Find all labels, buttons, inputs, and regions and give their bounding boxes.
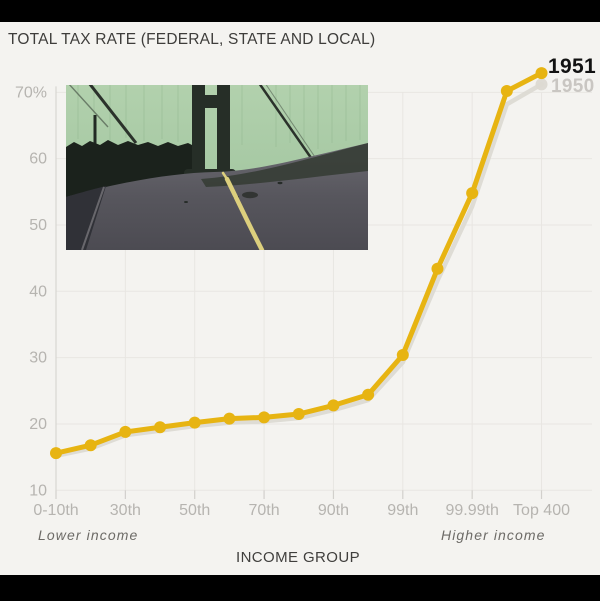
chart-title: TOTAL TAX RATE (FEDERAL, STATE AND LOCAL…	[8, 31, 376, 48]
y-tick-label: 20	[29, 416, 47, 433]
data-point	[119, 425, 132, 438]
y-tick-label: 50	[29, 217, 47, 234]
previous-year-end-dot	[535, 78, 548, 91]
cable-left-faint	[67, 82, 109, 128]
data-point	[466, 187, 479, 200]
road-speck	[184, 201, 188, 203]
data-point	[223, 412, 236, 425]
data-point	[50, 447, 62, 460]
data-point	[188, 416, 201, 429]
center-line-far	[221, 171, 229, 181]
data-point	[292, 408, 305, 421]
main-cable-right	[257, 82, 318, 166]
letterbox-top	[0, 0, 600, 22]
y-tick-label: 10	[29, 482, 47, 499]
data-point	[258, 411, 271, 424]
data-point	[84, 439, 97, 452]
data-point	[362, 388, 375, 401]
bridge-film-still	[66, 82, 368, 253]
year-label-current: 1951	[548, 55, 596, 78]
x-axis-title: INCOME GROUP	[236, 549, 360, 566]
data-point	[535, 67, 548, 80]
x-tick-label: 0-10th	[33, 502, 78, 519]
x-tick-label: 99th	[387, 502, 418, 519]
road-speck	[277, 181, 283, 185]
data-point	[327, 399, 340, 412]
x-tick-label: 50th	[179, 502, 210, 519]
data-point	[431, 262, 444, 275]
y-tick-label: 60	[29, 151, 47, 168]
x-tick-label: 70th	[249, 502, 280, 519]
x-tick-label: 90th	[318, 502, 349, 519]
center-line	[224, 176, 265, 253]
main-cable-left	[87, 82, 138, 144]
y-tick-label: 70%	[15, 84, 47, 101]
x-tick-label: Top 400	[513, 502, 570, 519]
curb-line	[81, 186, 105, 251]
axis-note-higher-income: Higher income	[441, 527, 546, 543]
cable-right-faint	[264, 82, 320, 164]
road-left-edge	[66, 186, 106, 250]
data-point	[500, 84, 513, 97]
data-point	[154, 421, 167, 434]
x-tick-label: 30th	[110, 502, 141, 519]
data-point	[396, 348, 409, 361]
y-tick-label: 30	[29, 350, 47, 367]
y-tick-label: 40	[29, 283, 47, 300]
letterbox-bottom	[0, 575, 600, 601]
road-hump	[201, 143, 368, 187]
year-label-previous: 1950	[551, 76, 595, 97]
x-tick-label: 99.99th	[445, 502, 498, 519]
video-inset	[66, 82, 368, 253]
axis-note-lower-income: Lower income	[38, 527, 139, 543]
car-silhouette	[242, 191, 258, 199]
